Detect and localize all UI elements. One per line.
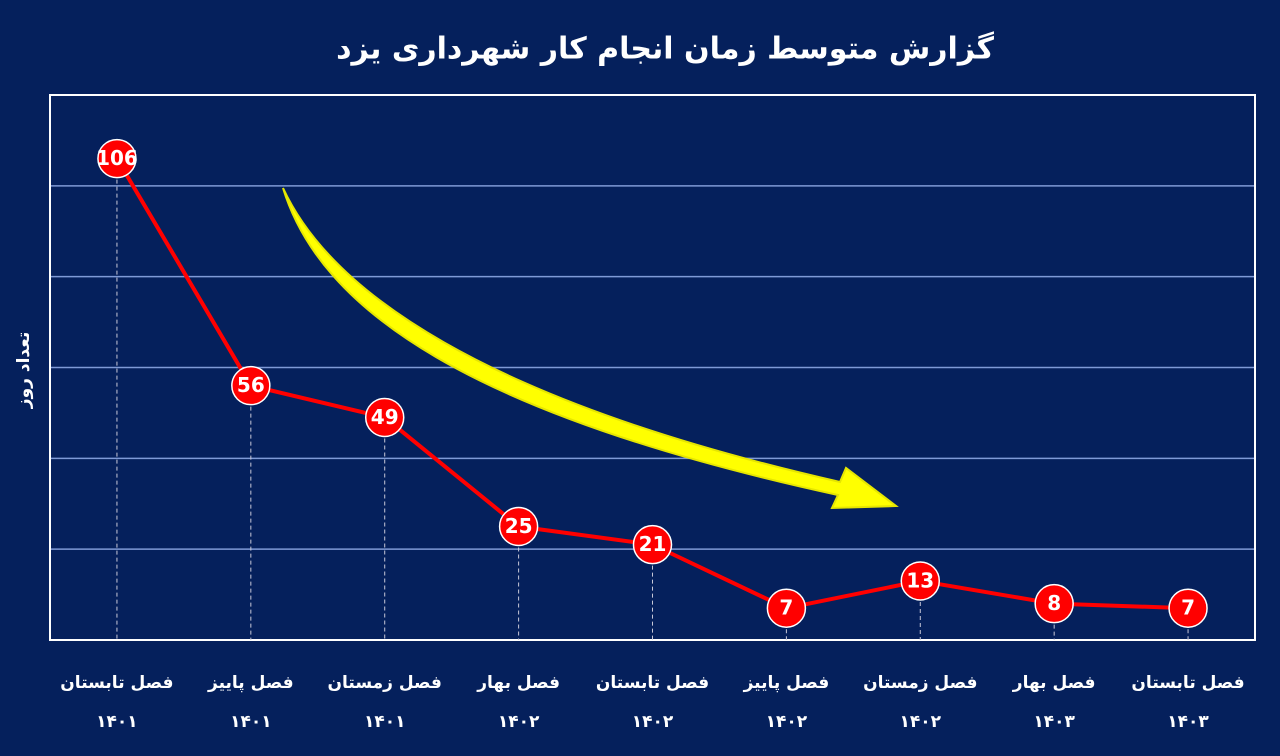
plot-border	[49, 94, 1256, 641]
x-tick-label: فصل بهار	[476, 673, 560, 693]
x-tick-label: ۱۴۰۳	[1033, 712, 1075, 732]
x-tick-label: فصل بهار	[1012, 673, 1096, 693]
trend-arrow	[282, 187, 899, 510]
data-label: 106	[96, 146, 138, 170]
data-label: 13	[906, 568, 934, 592]
x-tick-label: فصل تابستان	[596, 673, 709, 693]
x-tick-label: فصل تابستان	[60, 673, 173, 693]
x-tick-label: ۱۴۰۲	[498, 712, 540, 732]
data-label: 56	[237, 373, 265, 397]
data-label: 25	[505, 514, 533, 538]
y-axis-label: تعداد روز	[14, 332, 34, 409]
data-point	[498, 506, 539, 547]
x-tick-label: ۱۴۰۲	[632, 712, 674, 732]
x-tick-label: ۱۴۰۲	[766, 712, 808, 732]
marks: 106 56 49 25 21 7 13 8 7	[96, 138, 1208, 640]
data-label: 49	[371, 405, 399, 429]
x-tick-label: فصل زمستان	[328, 673, 442, 693]
x-tick-label: ۱۴۰۲	[900, 712, 942, 732]
data-point	[1168, 588, 1208, 628]
data-label: 21	[639, 532, 667, 556]
data-point	[97, 138, 137, 179]
data-point	[231, 365, 271, 406]
chart-title: گزارش متوسط زمان انجام کار شهرداری یزد	[336, 31, 994, 67]
x-tick-label: فصل پاییز	[743, 673, 830, 693]
data-label: 8	[1047, 591, 1061, 615]
x-tick-label: فصل تابستان	[1131, 673, 1244, 693]
data-label: 7	[779, 596, 793, 620]
data-label: 7	[1181, 596, 1195, 620]
x-tick-label: ۱۴۰۱	[230, 712, 272, 732]
data-point	[632, 524, 673, 565]
data-point	[1034, 583, 1074, 624]
x-tick-label: ۱۴۰۱	[96, 712, 138, 732]
x-tick-label: فصل پاییز	[207, 673, 294, 693]
x-tick-label: ۱۴۰۳	[1167, 712, 1209, 732]
x-tick-label: ۱۴۰۱	[364, 712, 406, 732]
data-point	[766, 588, 807, 628]
data-point	[900, 561, 941, 601]
x-tick-label: فصل زمستان	[863, 673, 977, 693]
data-point	[364, 397, 405, 438]
